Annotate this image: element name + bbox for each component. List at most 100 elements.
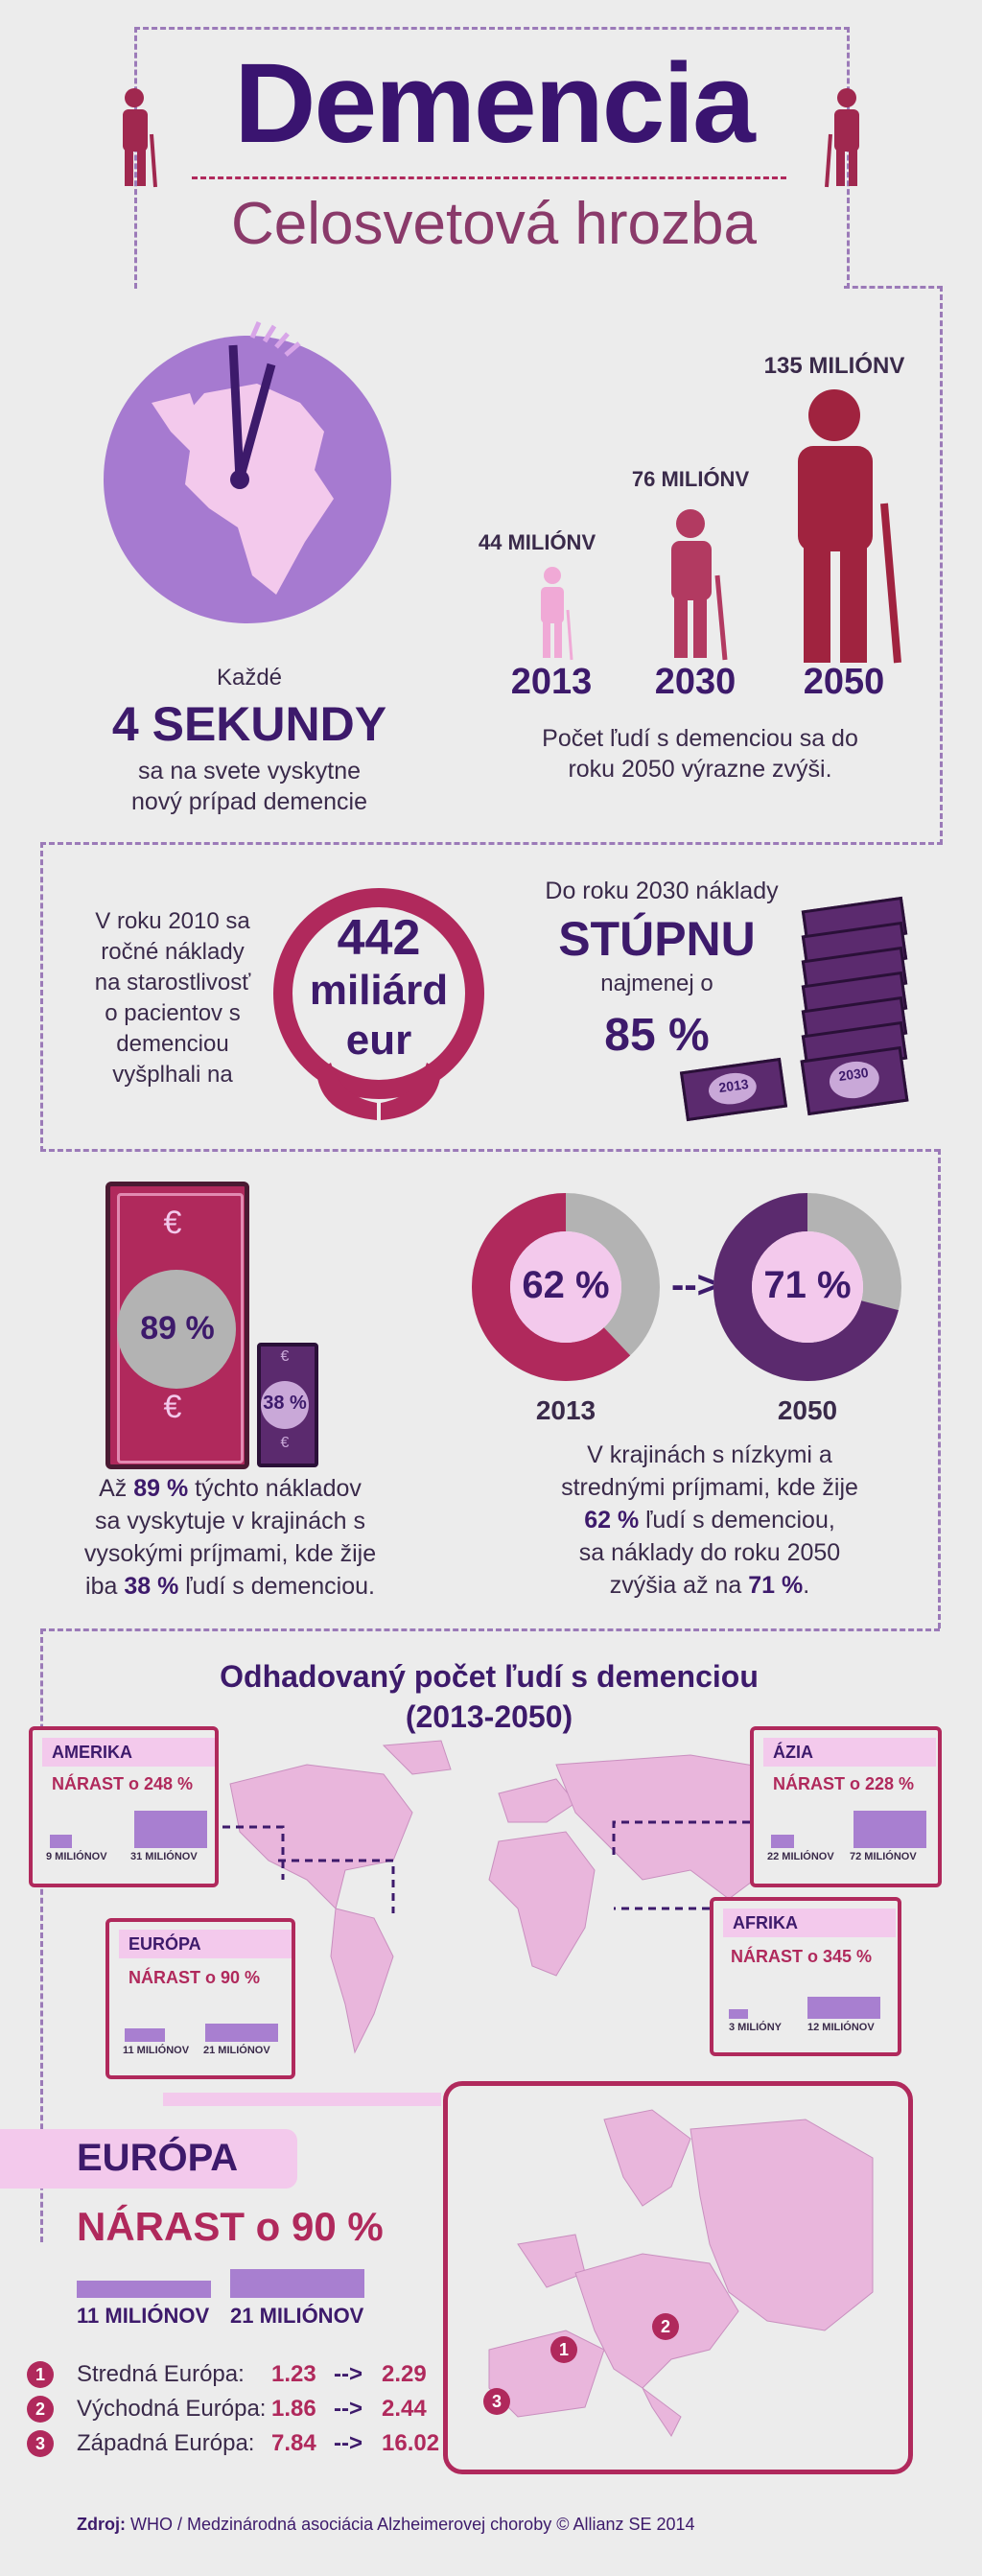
label-2030: 76 MILIÓNV (631, 467, 750, 491)
europe-title-banner (0, 2129, 297, 2189)
donut-2050-year: 2050 (777, 1395, 838, 1425)
europe-band (163, 2093, 441, 2106)
region-growth: NÁRAST o 248 % (52, 1774, 194, 1793)
donut-2013-year: 2013 (535, 1395, 596, 1425)
trend-arrow: --> (671, 1264, 719, 1306)
rise-word: STÚPNU (558, 912, 756, 966)
region-to-label: 12 MILIÓNOV (807, 2022, 875, 2033)
title-underline (192, 176, 786, 179)
cost-currency: eur (345, 1017, 412, 1064)
hands-ring-icon (273, 888, 484, 1120)
region-from-label: 22 MILIÓNOV (767, 1851, 834, 1862)
europe-bar-from (77, 2281, 211, 2298)
region-to-label: 72 MILIÓNOV (850, 1851, 917, 1862)
cost-line: o pacientov s (105, 1000, 241, 1026)
cost-line: V roku 2010 sa (95, 908, 250, 934)
number-badge: 1 (27, 2361, 54, 2388)
europe-from-label: 11 MILIÓNOV (77, 2304, 210, 2328)
cost-line: na starostlivosť (94, 970, 251, 995)
region-from-label: 11 MILIÓNOV (123, 2045, 190, 2056)
text-line: iba 38 % ľudí s demenciou. (85, 1573, 375, 1600)
text-line: zvýšia až na 71 %. (609, 1572, 810, 1599)
region-name: AMERIKA (42, 1738, 215, 1767)
rise-atleast: najmenej o (600, 971, 713, 996)
rise-intro: Do roku 2030 náklady (545, 878, 779, 904)
region-growth: NÁRAST o 228 % (773, 1774, 915, 1793)
subregion-name: Stredná Európa: (77, 2361, 245, 2387)
europe-title: EURÓPA (77, 2137, 239, 2179)
text-line: 62 % ľudí s demenciou, (584, 1507, 835, 1534)
map-title-line1: Odhadovaný počet ľudí s demenciou (220, 1659, 759, 1694)
region-bar-from (50, 1835, 73, 1848)
cost-line: vyšplhali na (112, 1062, 233, 1088)
big-bill-pct: 89 % (140, 1310, 215, 1347)
region-bar-from (125, 2028, 165, 2042)
subregion-row: 1 Stredná Európa: 1.23 --> 2.29 (27, 2359, 439, 2394)
cost-unit: miliárd (309, 967, 449, 1014)
subregion-from: 1.23 (271, 2361, 316, 2387)
europe-map (488, 2109, 874, 2437)
person-icon (123, 88, 157, 188)
region-to-label: 21 MILIÓNOV (203, 2045, 270, 2056)
source-label: Zdroj: (77, 2515, 126, 2534)
region-growth: NÁRAST o 90 % (129, 1968, 261, 1987)
header-frame (134, 27, 850, 289)
subregion-to: 2.44 (382, 2396, 427, 2422)
text-line: strednými príjmami, kde žije (561, 1474, 858, 1501)
subregion-arrow: --> (334, 2361, 362, 2387)
growth-line1: Počet ľudí s demenciou sa do (542, 725, 858, 752)
year-2050: 2050 (803, 662, 885, 702)
donut-share (713, 1193, 901, 1381)
section4-left (40, 1628, 43, 2242)
source-text: WHO / Medzinárodná asociácia Alzheimerov… (126, 2515, 695, 2534)
donut-2013-pct: 62 % (522, 1264, 610, 1306)
cost-line: ročné náklady (101, 939, 245, 965)
donut-center (510, 1231, 621, 1343)
text-line: V krajinách s nízkymi a (587, 1441, 832, 1468)
region-from-label: 9 MILIÓNOV (46, 1851, 107, 1862)
low-income-text: V krajinách s nízkymi a strednými príjma… (518, 1439, 901, 1602)
page-subtitle: Celosvetová hrozba (231, 191, 757, 257)
subregion-name: Západná Európa: (77, 2430, 255, 2456)
region-growth: NÁRAST o 345 % (731, 1947, 873, 1966)
person-icon (825, 88, 859, 188)
new-case-line2: nový prípad demencie (131, 788, 367, 815)
europe-subregion-list: 1 Stredná Európa: 1.23 --> 2.29 2 Východ… (27, 2359, 439, 2463)
map-marker-1: 1 (550, 2336, 577, 2363)
section2-frame (40, 842, 943, 1152)
source-footer: Zdroj: WHO / Medzinárodná asociácia Alzh… (77, 2515, 959, 2535)
subregion-arrow: --> (334, 2396, 362, 2422)
seconds-text: 4 SEKUNDY (111, 697, 387, 751)
text-line: sa náklady do roku 2050 (578, 1539, 841, 1566)
region-bar-from (771, 1835, 795, 1848)
person-2030-icon (671, 509, 728, 661)
donut-2050-pct: 71 % (763, 1264, 852, 1306)
donut-2013-chart (472, 1193, 660, 1381)
rise-percent: 85 % (604, 1010, 710, 1061)
subregion-to: 2.29 (382, 2361, 427, 2387)
section2-right (938, 1149, 941, 1628)
region-from-label: 3 MILIÓNY (729, 2022, 783, 2033)
label-2013: 44 MILIÓNV (478, 530, 596, 554)
cost-amount: 442 (337, 910, 421, 966)
euro-icon: € (163, 1389, 182, 1425)
person-2050-icon (798, 389, 901, 664)
subregion-row: 3 Západná Európa: 7.84 --> 16.02 (27, 2428, 439, 2463)
map-marker-3: 3 (483, 2388, 510, 2415)
region-to-label: 31 MILIÓNOV (130, 1851, 198, 1862)
cost-2010-text: V roku 2010 sa ročné náklady na starostl… (77, 906, 269, 1090)
donut-share (472, 1193, 660, 1381)
europe-bar-to (230, 2269, 364, 2298)
big-bill-circle (117, 1270, 236, 1389)
region-name: ÁZIA (763, 1738, 936, 1767)
number-badge: 2 (27, 2396, 54, 2423)
number-badge: 3 (27, 2430, 54, 2457)
label-2050: 135 MILIÓNV (763, 353, 905, 379)
euro-icon: € (163, 1205, 182, 1241)
growth-line2: roku 2050 výrazne zvýši. (568, 756, 832, 783)
section2-bottom (40, 1149, 940, 1152)
year-2013: 2013 (510, 662, 593, 702)
region-bar-to (134, 1811, 207, 1848)
